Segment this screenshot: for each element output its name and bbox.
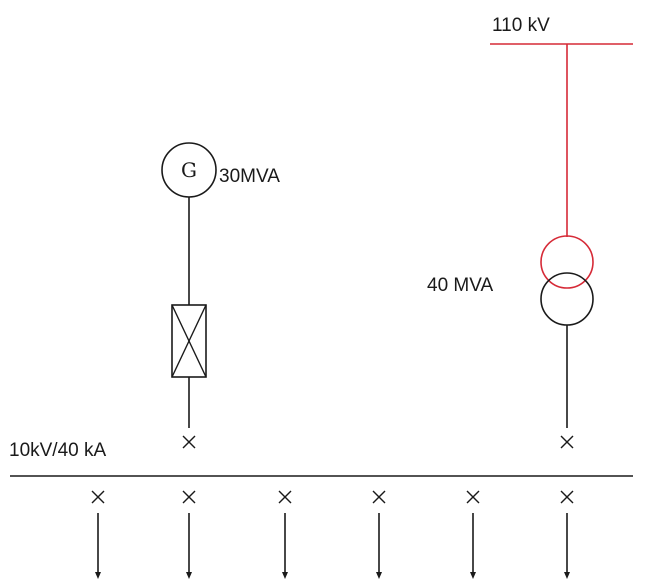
generator-reactor xyxy=(171,304,207,378)
outgoing-feeder xyxy=(182,490,196,579)
lv-bus-label: 10kV/40 kA xyxy=(9,440,106,461)
transformer-secondary-winding xyxy=(540,272,594,326)
generator-rating-label: 30MVA xyxy=(219,166,280,187)
transformer-primary-winding xyxy=(540,235,594,289)
generator-letter: G xyxy=(181,158,197,182)
transformer-breaker-mark xyxy=(560,435,574,449)
generator: G 30MVA xyxy=(161,142,280,449)
hv-bus-label: 110 kV xyxy=(492,15,550,36)
outgoing-feeder xyxy=(560,490,574,579)
transformer: 40 MVA xyxy=(427,235,594,449)
outgoing-feeder xyxy=(278,490,292,579)
outgoing-feeder xyxy=(466,490,480,579)
generator-breaker-mark xyxy=(182,435,196,449)
hv-section: 110 kV xyxy=(490,15,633,237)
outgoing-feeder xyxy=(372,490,386,579)
outgoing-feeder xyxy=(91,490,105,579)
outgoing-feeders xyxy=(91,490,574,579)
transformer-rating-label: 40 MVA xyxy=(427,275,494,296)
lv-section: 10kV/40 kA xyxy=(9,440,633,477)
